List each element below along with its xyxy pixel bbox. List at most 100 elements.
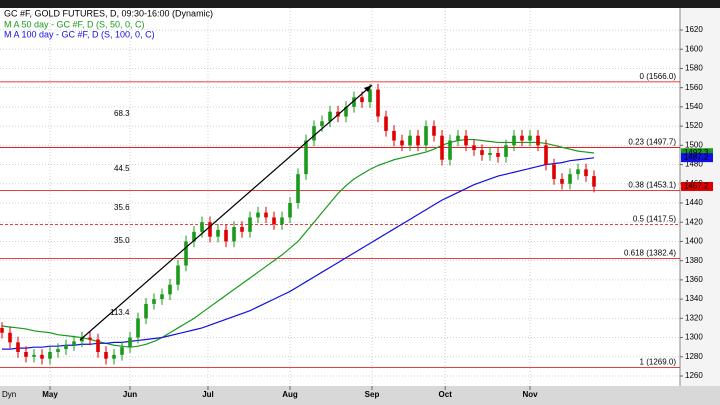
candle-body [568, 174, 572, 184]
price-marker [681, 148, 713, 158]
candle-body [368, 89, 372, 103]
y-tick-label: 1280 [685, 352, 703, 361]
candle-body [352, 97, 356, 107]
y-tick-label: 1520 [685, 121, 703, 130]
candle-body [504, 145, 508, 157]
candle-body [360, 97, 364, 103]
candle-body [472, 145, 476, 151]
candle-body [8, 332, 12, 343]
candle-body [200, 222, 204, 232]
fib-label: 0 (1566.0) [640, 72, 677, 81]
candle-body [72, 341, 76, 346]
grid [0, 8, 680, 386]
y-tick-label: 1300 [685, 333, 703, 342]
legend-entry: M A 100 day - GC #F, D (S, 100, 0, C) [4, 29, 155, 39]
y-tick-label: 1540 [685, 102, 703, 111]
y-tick-label: 1620 [685, 25, 703, 34]
candle-body [120, 347, 124, 355]
candle-body [128, 337, 132, 348]
trend-arrow [364, 85, 372, 92]
candle-body [64, 345, 68, 350]
fib-label: 1 (1269.0) [640, 357, 677, 366]
candle-body [272, 217, 276, 225]
candle-body [184, 241, 188, 266]
candle-body [208, 222, 212, 237]
candle-body [496, 153, 500, 157]
price-marker-label: 1487.2 [684, 153, 709, 162]
candle-body [480, 150, 484, 155]
candle-body [48, 351, 52, 359]
price-marker-label: 1457.2 [684, 182, 709, 191]
annotation: 35.6 [114, 203, 130, 212]
y-tick-label: 1260 [685, 371, 703, 380]
candle-body [144, 303, 148, 319]
candle-body [192, 231, 196, 242]
candle-body [592, 176, 596, 187]
candle-body [160, 294, 164, 300]
annotation: 44.5 [114, 164, 130, 173]
chart-title: GC #F, GOLD FUTURES, D, 09:30-16:00 (Dyn… [4, 8, 213, 18]
candle-body [416, 135, 420, 146]
x-tick-label: Aug [282, 390, 298, 399]
candle-body [112, 354, 116, 359]
candle-body [256, 212, 260, 218]
legend-entry: M A 50 day - GC #F, D (S, 50, 0, C) [4, 19, 145, 29]
candle-body [224, 229, 228, 242]
y-tick-label: 1320 [685, 313, 703, 322]
candle-body [488, 153, 492, 155]
x-tick-label: Jun [123, 390, 137, 399]
fib-label: 0.38 (1453.1) [628, 181, 676, 190]
trend-line [79, 84, 373, 341]
candle-body [408, 135, 412, 146]
candle-body [432, 126, 436, 136]
y-tick-label: 1600 [685, 44, 703, 53]
candle-body [328, 111, 332, 122]
annotation: 35.0 [114, 236, 130, 245]
candle-body [400, 140, 404, 146]
candle-body [296, 174, 300, 203]
fib-label: 0.5 (1417.5) [633, 215, 676, 224]
candle-body [520, 135, 524, 141]
toolbar [0, 0, 720, 8]
candle-body [456, 135, 460, 141]
fib-label: 0.23 (1497.7) [628, 138, 676, 147]
candle-body [464, 135, 468, 146]
candle-body [320, 121, 324, 127]
candle-body [96, 339, 100, 352]
candle-body [376, 89, 380, 117]
candle-body [104, 351, 108, 359]
y-tick-label: 1420 [685, 217, 703, 226]
candle-body [288, 203, 292, 218]
candles [0, 83, 596, 365]
y-tick-label: 1580 [685, 64, 703, 73]
candle-body [264, 212, 268, 218]
candle-body [240, 227, 244, 232]
price-marker [681, 181, 713, 191]
time-axis-bg [0, 386, 720, 405]
fib-levels: 0 (1566.0) 0.23 (1497.7) 0.38 (1453.1) 0.5 … [0, 72, 680, 368]
y-tick-label: 1360 [685, 275, 703, 284]
y-tick-label: 1500 [685, 140, 703, 149]
annotation: 113.4 [110, 308, 130, 317]
candle-body [136, 318, 140, 338]
candle-body [168, 284, 172, 295]
candle-body [448, 140, 452, 160]
candle-body [32, 354, 36, 357]
y-tick-label: 1480 [685, 160, 703, 169]
candle-body [280, 217, 284, 225]
candle-body [512, 135, 516, 146]
candle-body [536, 135, 540, 146]
candle-body [40, 354, 44, 359]
price-marker [681, 153, 713, 163]
x-axis-label: Dyn [2, 390, 16, 399]
y-tick-label: 1340 [685, 294, 703, 303]
candle-body [232, 227, 236, 242]
candle-body [304, 140, 308, 175]
candle-body [344, 106, 348, 117]
candle-body [176, 265, 180, 285]
y-tick-label: 1560 [685, 83, 703, 92]
price-marker-label: 1492.3 [684, 148, 709, 157]
candle-body [16, 342, 20, 352]
candle-body [24, 351, 28, 357]
candle-body [152, 299, 156, 304]
